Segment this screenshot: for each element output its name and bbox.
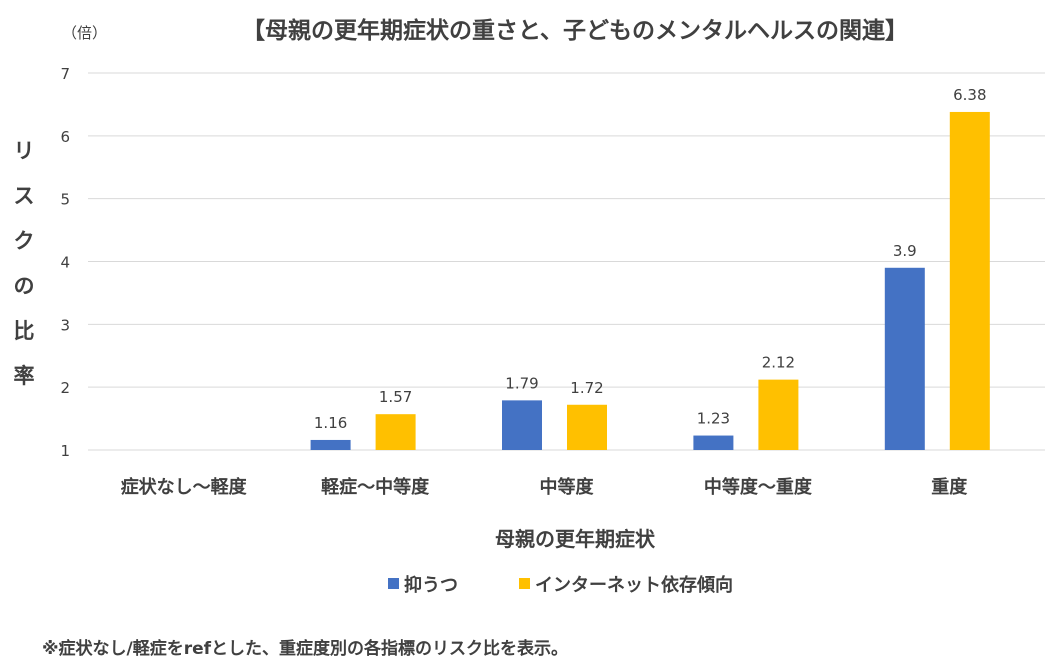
y-tick-label: 2 [60,379,70,397]
legend-label-internet: インターネット依存傾向 [535,574,733,596]
y-tick-labels: 1 2 3 4 5 6 7 [60,65,70,460]
legend-swatch-depression [388,578,399,589]
x-tick-label: 軽症〜中等度 [321,476,430,498]
x-axis-label: 母親の更年期症状 [495,527,656,551]
footnote: ※症状なし/軽症をrefとした、重症度別の各指標のリスク比を表示。 [42,638,568,659]
x-tick-label: 重度 [931,476,968,498]
legend-swatch-internet [519,578,530,589]
bars: 1.16 1.57 1.79 1.72 1.23 2.12 3.9 6.38 [310,86,990,450]
chart-title: 【母親の更年期症状の重さと、子どものメンタルヘルスの関連】 [242,17,908,44]
bar-internet [567,404,607,450]
bar-internet [375,414,416,450]
gridlines [88,72,1045,451]
data-label: 2.12 [762,354,795,372]
x-tick-label: 中等度〜重度 [704,476,813,498]
data-label: 3.9 [893,242,917,260]
x-tick-label: 中等度 [540,476,595,498]
y-tick-label: 1 [60,442,70,460]
data-label: 1.79 [505,374,538,392]
bar-internet [949,111,990,450]
x-tick-labels: 症状なし〜軽度 軽症〜中等度 中等度 中等度〜重度 重度 [121,476,969,498]
bar-depression [693,435,734,450]
x-tick-label: 症状なし〜軽度 [121,476,248,498]
data-label: 1.57 [379,388,412,406]
bar-internet [758,379,799,450]
data-label: 1.23 [697,410,730,428]
y-axis-label-char: ス [14,184,35,208]
y-tick-label: 6 [60,128,70,146]
y-tick-label: 7 [60,65,70,83]
y-axis-label-char: ク [14,229,35,253]
y-axis-label-char: 比 [14,319,35,343]
bar-depression [502,400,542,450]
data-label: 6.38 [953,86,986,104]
y-axis-label-char: リ [14,139,35,163]
y-tick-label: 4 [60,254,70,272]
unit-label: （倍） [62,24,107,42]
y-tick-label: 3 [60,316,70,334]
y-axis-label-char: 率 [14,364,35,388]
y-tick-label: 5 [60,191,70,209]
data-label: 1.16 [314,414,347,432]
legend: 抑うつ インターネット依存傾向 [388,574,733,596]
bar-depression [310,439,351,450]
y-axis-label-char: の [14,274,35,298]
data-label: 1.72 [570,379,603,397]
bar-depression [884,267,925,450]
legend-label-depression: 抑うつ [404,575,458,596]
